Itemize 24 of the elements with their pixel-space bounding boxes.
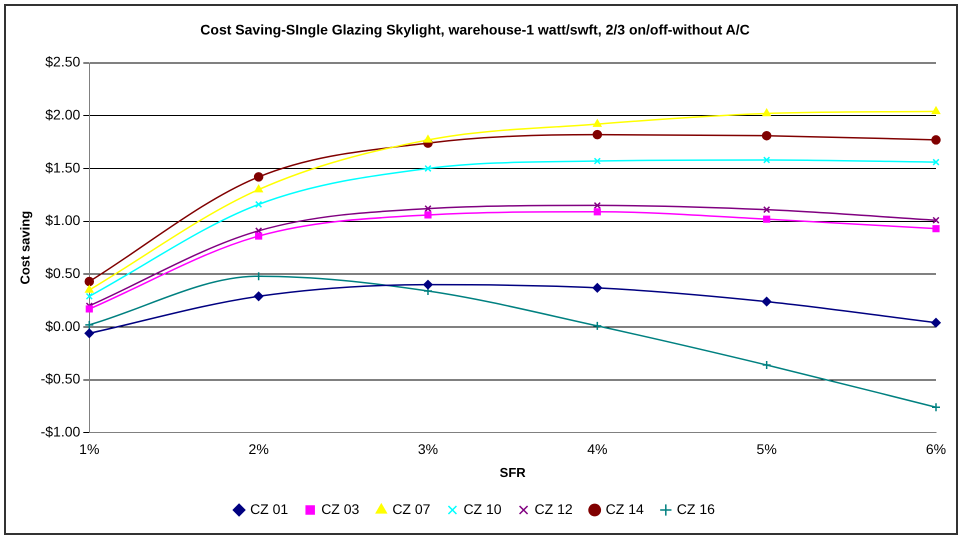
y-tick-label: $1.00 — [45, 212, 80, 228]
legend-label: CZ 01 — [250, 500, 288, 517]
x-tick-label: 6% — [926, 440, 946, 457]
legend-label: CZ 03 — [321, 500, 360, 517]
y-axis-title: Cost saving — [17, 210, 32, 285]
y-tick-label: $2.00 — [45, 106, 80, 122]
x-tick-label: 4% — [587, 440, 608, 457]
legend-label: CZ 16 — [676, 500, 716, 517]
y-tick-label: -$1.00 — [40, 423, 81, 440]
legend-label: CZ 07 — [392, 500, 431, 517]
y-tick-label: $0.00 — [45, 318, 80, 334]
chart-title: Cost Saving-SIngle Glazing Skylight, warehouse-1 watt/swft, 2/3 on/off-without A/C — [200, 21, 750, 38]
x-tick-label: 2% — [248, 440, 269, 457]
y-tick-label: $1.50 — [45, 159, 80, 176]
legend-label: CZ 12 — [534, 500, 573, 517]
x-tick-label: 3% — [418, 440, 438, 457]
x-tick-label: 1% — [79, 440, 100, 457]
legend-label: CZ 14 — [606, 500, 644, 517]
legend-label: CZ 10 — [463, 500, 502, 517]
x-tick-label: 5% — [756, 440, 777, 457]
y-tick-label: $0.50 — [45, 264, 80, 281]
x-axis-title: SFR — [500, 464, 526, 480]
y-tick-label: -$0.50 — [40, 370, 81, 387]
y-tick-label: $2.50 — [45, 54, 80, 70]
